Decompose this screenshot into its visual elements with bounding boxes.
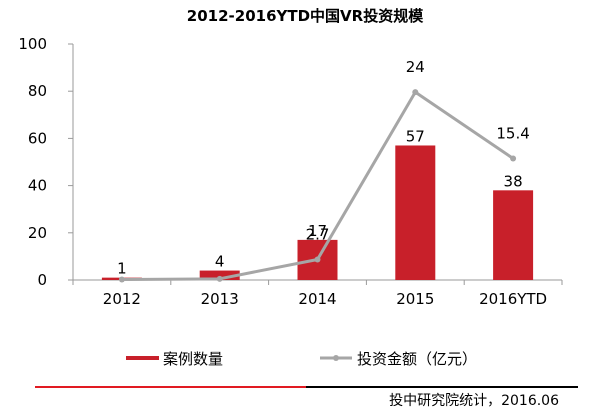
line-point	[118, 276, 125, 283]
footer: 投中研究院统计，2016.06	[35, 386, 578, 409]
y-tick-label: 80	[28, 82, 47, 100]
data-labels: 1 4 17 57 38 2.7 24 15.4	[117, 58, 530, 277]
line-point	[412, 89, 419, 96]
legend-line-label: 投资金额（亿元）	[357, 350, 477, 368]
x-ticks: 2012 2013 2014 2015 2016YTD	[72, 280, 563, 308]
chart-title: 2012-2016YTD中国VR投资规模	[187, 7, 424, 25]
y-tick-label: 20	[28, 224, 47, 242]
line-series	[118, 89, 517, 283]
x-tick-label: 2016YTD	[479, 290, 547, 308]
legend-line-marker	[333, 355, 339, 361]
line-value-label: 24	[406, 58, 425, 76]
bar-series	[101, 145, 534, 280]
line-value-label: 15.4	[496, 124, 529, 142]
legend-item-line: 投资金额（亿元）	[320, 350, 477, 368]
bar	[395, 145, 436, 280]
bar-value-label: 1	[117, 260, 127, 278]
bar	[493, 190, 534, 280]
y-ticks: 0 20 40 60 80 100	[18, 35, 73, 289]
line-point	[216, 275, 223, 282]
legend-item-bar: 案例数量	[126, 350, 223, 368]
bar	[199, 270, 240, 280]
y-tick-label: 60	[28, 129, 47, 147]
y-tick-label: 40	[28, 177, 47, 195]
x-tick-label: 2013	[201, 290, 239, 308]
source-note: 投中研究院统计，2016.06	[389, 393, 559, 409]
y-tick-label: 0	[37, 271, 47, 289]
bar-value-label: 38	[504, 172, 523, 190]
x-tick-label: 2012	[103, 290, 141, 308]
bar-value-label: 4	[215, 253, 225, 271]
line-value-label: 2.7	[306, 225, 330, 243]
x-tick-label: 2014	[298, 290, 336, 308]
bar-value-label: 57	[406, 127, 425, 145]
x-tick-label: 2015	[396, 290, 434, 308]
y-tick-label: 100	[18, 35, 47, 53]
legend-bar-label: 案例数量	[163, 350, 223, 368]
legend: 案例数量 投资金额（亿元）	[126, 350, 477, 368]
line-point	[510, 155, 517, 162]
bar-value-label: 17	[308, 222, 327, 240]
line-point	[314, 256, 321, 263]
